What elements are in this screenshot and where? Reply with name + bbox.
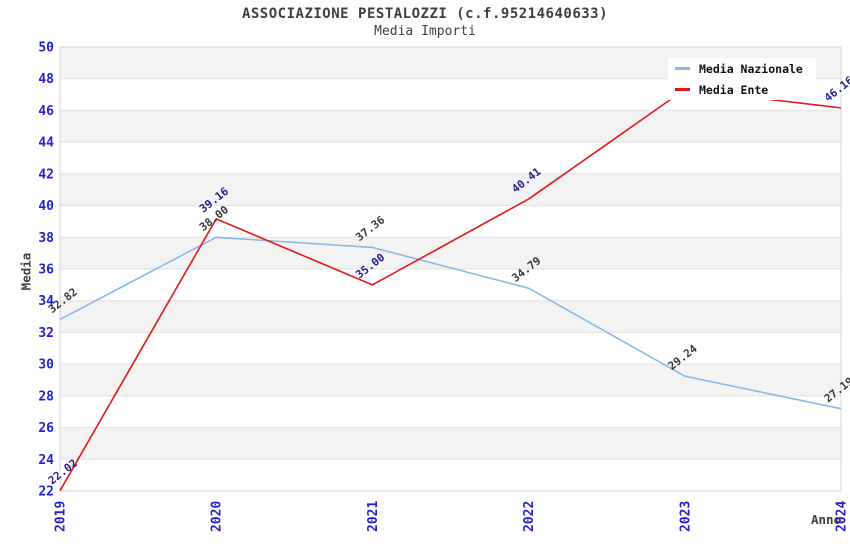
y-tick-label: 48 (38, 72, 54, 87)
y-axis-title: Media (18, 252, 34, 291)
chart-title: ASSOCIAZIONE PESTALOZZI (c.f.95214640633… (241, 6, 609, 22)
plot-border (59, 46, 842, 492)
x-tick-label: 2022 (522, 501, 537, 532)
x-tick-label: 2023 (678, 501, 693, 532)
chart-legend: Media Nazionale Media Ente (668, 58, 816, 100)
legend-swatch (675, 88, 690, 91)
plot-band (60, 142, 841, 174)
plot-band (60, 110, 841, 143)
plot-band (60, 364, 841, 396)
chart-subtitle: Media Importi (374, 24, 476, 39)
y-tick-label: 30 (38, 358, 54, 373)
x-tick-label: 2021 (366, 501, 381, 532)
y-tick-label: 24 (38, 453, 54, 468)
y-tick-label: 42 (38, 167, 54, 182)
x-axis-title: Anno (811, 512, 842, 527)
plot-band (60, 395, 841, 428)
y-tick-label: 38 (38, 231, 54, 246)
plot-band (60, 269, 841, 301)
y-tick-label: 50 (38, 41, 54, 56)
y-tick-label: 26 (38, 421, 54, 436)
y-tick-label: 46 (38, 104, 54, 119)
plot-band (60, 173, 841, 206)
y-tick-label: 44 (38, 136, 54, 151)
x-tick-label: 2020 (210, 501, 225, 532)
plot-band (60, 427, 841, 460)
y-tick-label: 40 (38, 199, 54, 214)
y-tick-label: 34 (38, 294, 54, 309)
plot-band (60, 332, 841, 365)
legend-entry-media-ente: Media Ente (668, 79, 816, 100)
y-tick-label: 32 (38, 326, 54, 341)
x-tick-label: 2019 (54, 501, 69, 532)
legend-label: Media Nazionale (699, 61, 803, 76)
y-tick-label: 22 (38, 485, 54, 500)
legend-label: Media Ente (699, 82, 769, 97)
legend-entry-media-nazionale: Media Nazionale (668, 58, 816, 79)
y-tick-label: 28 (38, 389, 54, 404)
legend-swatch (675, 67, 690, 70)
plot-band (60, 300, 841, 333)
y-tick-label: 36 (38, 263, 54, 278)
plot-band (60, 205, 841, 238)
x-tick-label: 2024 (835, 501, 850, 532)
plot-band (60, 459, 841, 491)
series-line-media-nazionale (59, 236, 842, 410)
